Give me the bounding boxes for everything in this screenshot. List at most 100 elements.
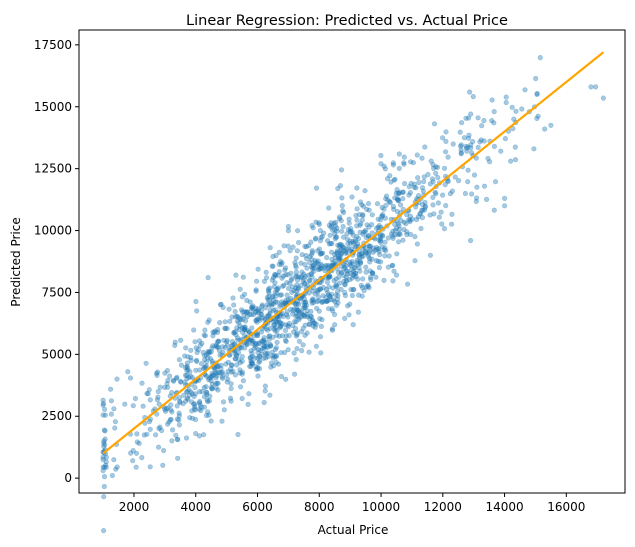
scatter-point bbox=[325, 238, 331, 244]
scatter-point bbox=[283, 272, 289, 278]
scatter-point bbox=[332, 223, 339, 229]
scatter-point bbox=[198, 361, 205, 367]
scatter-point bbox=[232, 356, 239, 362]
scatter-point bbox=[225, 368, 231, 374]
scatter-point bbox=[319, 299, 325, 305]
scatter-point bbox=[359, 254, 365, 260]
y-tick-label: 12500 bbox=[34, 162, 72, 176]
scatter-point bbox=[458, 151, 464, 157]
scatter-point bbox=[196, 433, 203, 439]
scatter-point bbox=[207, 350, 213, 356]
scatter-point bbox=[366, 243, 372, 249]
scatter-point bbox=[300, 325, 306, 331]
scatter-point bbox=[211, 329, 217, 336]
scatter-point bbox=[196, 338, 203, 344]
scatter-point bbox=[468, 237, 474, 244]
scatter-point bbox=[237, 360, 243, 366]
scatter-point bbox=[262, 315, 268, 321]
scatter-point bbox=[258, 311, 264, 318]
scatter-point bbox=[272, 327, 278, 334]
scatter-point bbox=[232, 356, 238, 362]
scatter-point bbox=[363, 250, 369, 256]
scatter-point bbox=[277, 323, 284, 330]
scatter-point bbox=[230, 295, 236, 301]
scatter-point bbox=[345, 241, 351, 247]
scatter-point bbox=[279, 321, 285, 327]
scatter-point bbox=[258, 329, 265, 335]
scatter-point bbox=[427, 212, 433, 218]
scatter-point bbox=[350, 240, 357, 246]
scatter-point bbox=[415, 175, 421, 181]
scatter-point bbox=[418, 225, 424, 232]
scatter-point bbox=[304, 265, 310, 271]
scatter-point bbox=[159, 427, 165, 434]
scatter-point bbox=[176, 413, 182, 419]
scatter-point bbox=[337, 243, 343, 249]
scatter-point bbox=[286, 320, 293, 327]
scatter-point bbox=[261, 339, 267, 345]
scatter-point bbox=[260, 346, 266, 352]
scatter-point bbox=[326, 284, 332, 290]
scatter-point bbox=[243, 318, 249, 324]
scatter-point bbox=[208, 384, 214, 391]
scatter-point bbox=[466, 115, 472, 121]
scatter-point bbox=[314, 288, 320, 294]
scatter-point bbox=[218, 301, 224, 307]
scatter-point bbox=[201, 365, 208, 371]
scatter-point bbox=[341, 281, 348, 287]
scatter-point bbox=[357, 258, 363, 264]
scatter-point bbox=[360, 231, 366, 237]
scatter-point bbox=[274, 327, 280, 334]
scatter-point bbox=[266, 313, 272, 319]
scatter-point bbox=[400, 196, 406, 202]
scatter-point bbox=[412, 258, 418, 264]
scatter-point bbox=[373, 258, 380, 264]
scatter-point bbox=[324, 255, 330, 261]
scatter-point bbox=[416, 193, 422, 199]
scatter-point bbox=[264, 351, 270, 357]
scatter-point bbox=[239, 358, 245, 364]
scatter-point bbox=[316, 221, 322, 227]
scatter-point bbox=[193, 298, 199, 305]
scatter-point bbox=[392, 227, 398, 233]
scatter-point bbox=[390, 262, 396, 269]
scatter-point bbox=[266, 302, 273, 308]
scatter-point bbox=[246, 329, 252, 335]
scatter-point bbox=[309, 317, 316, 324]
scatter-point bbox=[332, 231, 338, 237]
plot-frame bbox=[78, 29, 626, 494]
scatter-point bbox=[111, 406, 117, 412]
scatter-point bbox=[407, 231, 414, 237]
scatter-point bbox=[254, 366, 260, 372]
scatter-point bbox=[329, 263, 335, 269]
scatter-point bbox=[267, 343, 274, 349]
scatter-point bbox=[375, 258, 381, 265]
scatter-point bbox=[370, 270, 376, 277]
scatter-point bbox=[282, 299, 288, 306]
scatter-point bbox=[489, 97, 495, 103]
scatter-point bbox=[419, 215, 426, 221]
scatter-point bbox=[313, 185, 320, 191]
scatter-point bbox=[378, 238, 384, 244]
scatter-point bbox=[281, 282, 287, 289]
scatter-point bbox=[356, 211, 363, 218]
scatter-point bbox=[396, 239, 402, 245]
scatter-point bbox=[213, 343, 219, 349]
scatter-point bbox=[274, 332, 280, 338]
scatter-point bbox=[283, 297, 289, 303]
scatter-point bbox=[197, 367, 203, 373]
scatter-point bbox=[194, 308, 200, 314]
scatter-point bbox=[312, 236, 319, 242]
scatter-point bbox=[299, 348, 305, 354]
scatter-point bbox=[208, 418, 214, 424]
scatter-point bbox=[287, 248, 293, 254]
scatter-point bbox=[253, 364, 259, 370]
scatter-point bbox=[147, 416, 153, 422]
scatter-point bbox=[306, 243, 312, 249]
scatter-point bbox=[322, 263, 329, 269]
scatter-point bbox=[277, 319, 283, 325]
scatter-point bbox=[132, 395, 138, 402]
scatter-point bbox=[383, 193, 390, 199]
scatter-point bbox=[242, 327, 248, 333]
